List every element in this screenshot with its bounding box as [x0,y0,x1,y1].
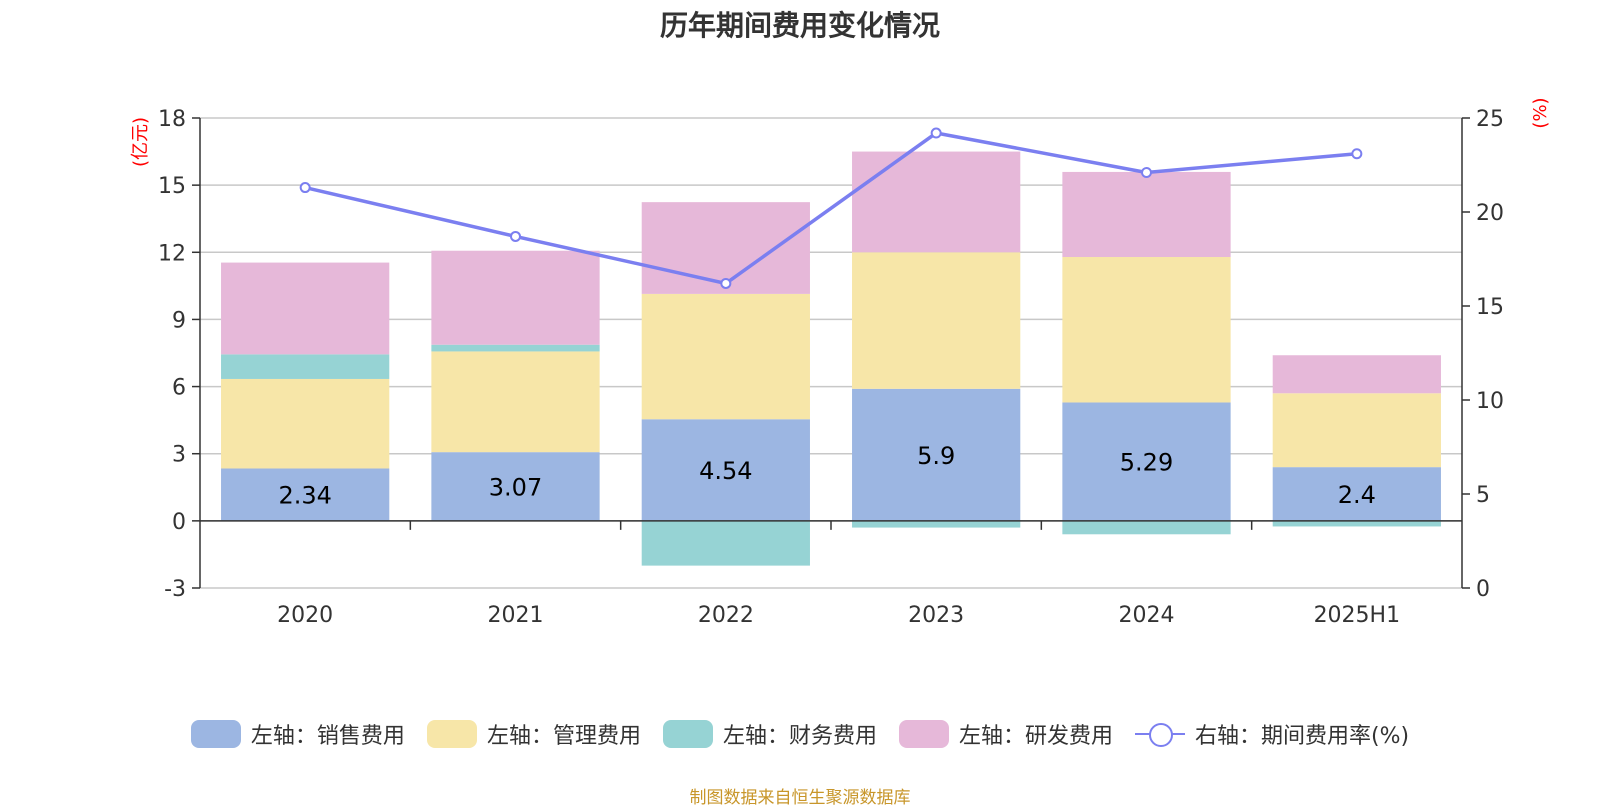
data-label-sales: 5.9 [917,442,955,470]
y-right-tick-label: 20 [1476,201,1504,226]
line-series-expense-ratio [304,131,1357,286]
legend-item-admin[interactable]: 左轴：管理费用 [426,718,641,750]
bar-segment-2-2023 [852,520,1021,528]
x-tick-label: 2024 [1119,603,1175,628]
bar-segment-1-2022 [641,293,810,420]
legend: 左轴：销售费用 左轴：管理费用 左轴：财务费用 左轴：研发费用 右轴：期间费用率… [0,718,1600,750]
y-right-unit-label: (%) [1530,97,1551,128]
legend-swatch-finance [662,720,713,748]
y-left-tick-label: 18 [158,107,186,132]
data-label-sales: 4.54 [699,457,752,485]
legend-swatch-admin [426,720,477,748]
bar-segment-2-2022 [641,520,810,566]
bar-segment-3-2025H1 [1272,355,1441,394]
y-left-tick-label: -3 [164,577,186,602]
y-left-tick-label: 3 [172,443,186,468]
bar-segment-0-2023 [852,388,1021,521]
x-tick-label: 2025H1 [1314,603,1401,628]
x-tick-label: 2023 [908,603,964,628]
y-right-tick-label: 10 [1476,389,1504,414]
legend-swatch-sales [190,720,241,748]
y-left-tick-label: 6 [172,376,186,401]
x-tick-label: 2021 [488,603,544,628]
bar-segment-3-2024 [1062,171,1231,257]
y-right-tick-label: 0 [1476,577,1490,602]
y-right-tick-label: 15 [1476,295,1504,320]
y-left-tick-label: 0 [172,510,186,535]
bar-segment-1-2024 [1062,256,1231,403]
legend-line-marker-icon [1134,720,1185,748]
chart-title: 历年期间费用变化情况 [659,9,940,42]
y-left-unit-label: (亿元) [130,117,151,167]
y-left-tick-label: 15 [158,174,186,199]
legend-swatch-rd [898,720,949,748]
bar-segment-2-2024 [1062,520,1231,535]
legend-item-sales[interactable]: 左轴：销售费用 [190,718,405,750]
line-point-2023 [930,127,942,139]
legend-item-rd[interactable]: 左轴：研发费用 [898,718,1113,750]
bar-segment-0-2025H1 [1272,467,1441,521]
bar-segment-1-2020 [221,378,390,469]
legend-label-expense-ratio: 右轴：期间费用率(%) [1194,724,1410,749]
legend-label-sales: 左轴：销售费用 [250,724,405,749]
legend-label-finance: 左轴：财务费用 [722,724,877,749]
legend-label-rd: 左轴：研发费用 [958,724,1113,749]
bar-segment-0-2024 [1062,402,1231,521]
y-left-tick-label: 9 [172,308,186,333]
line-point-2020 [299,182,311,194]
legend-label-admin: 左轴：管理费用 [486,724,641,749]
bar-segment-3-2023 [852,151,1021,253]
data-label-sales: 5.29 [1120,449,1173,477]
data-label-sales: 3.07 [489,474,542,502]
bar-segment-3-2021 [431,250,600,345]
bar-segment-1-2023 [852,252,1021,389]
bar-segment-2-2021 [431,344,600,352]
x-tick-label: 2020 [277,603,333,628]
bar-segment-1-2025H1 [1272,393,1441,468]
y-right-tick-label: 25 [1476,107,1504,132]
bar-segment-0-2021 [431,452,600,521]
legend-item-expense-ratio[interactable]: 右轴：期间费用率(%) [1134,718,1410,750]
line-point-2022 [720,277,732,289]
line-point-2025H1 [1351,148,1363,160]
bar-segment-3-2020 [221,262,390,355]
bar-segment-2-2020 [221,354,390,379]
line-point-2021 [510,230,521,242]
bar-segment-2-2025H1 [1272,520,1441,527]
data-label-sales: 2.4 [1338,481,1376,509]
legend-item-finance[interactable]: 左轴：财务费用 [662,718,877,750]
data-source-note: 制图数据来自恒生聚源数据库 [689,788,911,808]
y-left-tick-label: 12 [158,241,186,266]
y-right-tick-label: 5 [1476,483,1490,508]
bar-segment-0-2020 [221,468,390,521]
line-point-2024 [1141,167,1152,179]
bar-segment-0-2022 [641,419,810,521]
data-label-sales: 2.34 [278,482,331,510]
bar-segment-1-2021 [431,351,600,453]
x-tick-label: 2022 [698,603,754,628]
